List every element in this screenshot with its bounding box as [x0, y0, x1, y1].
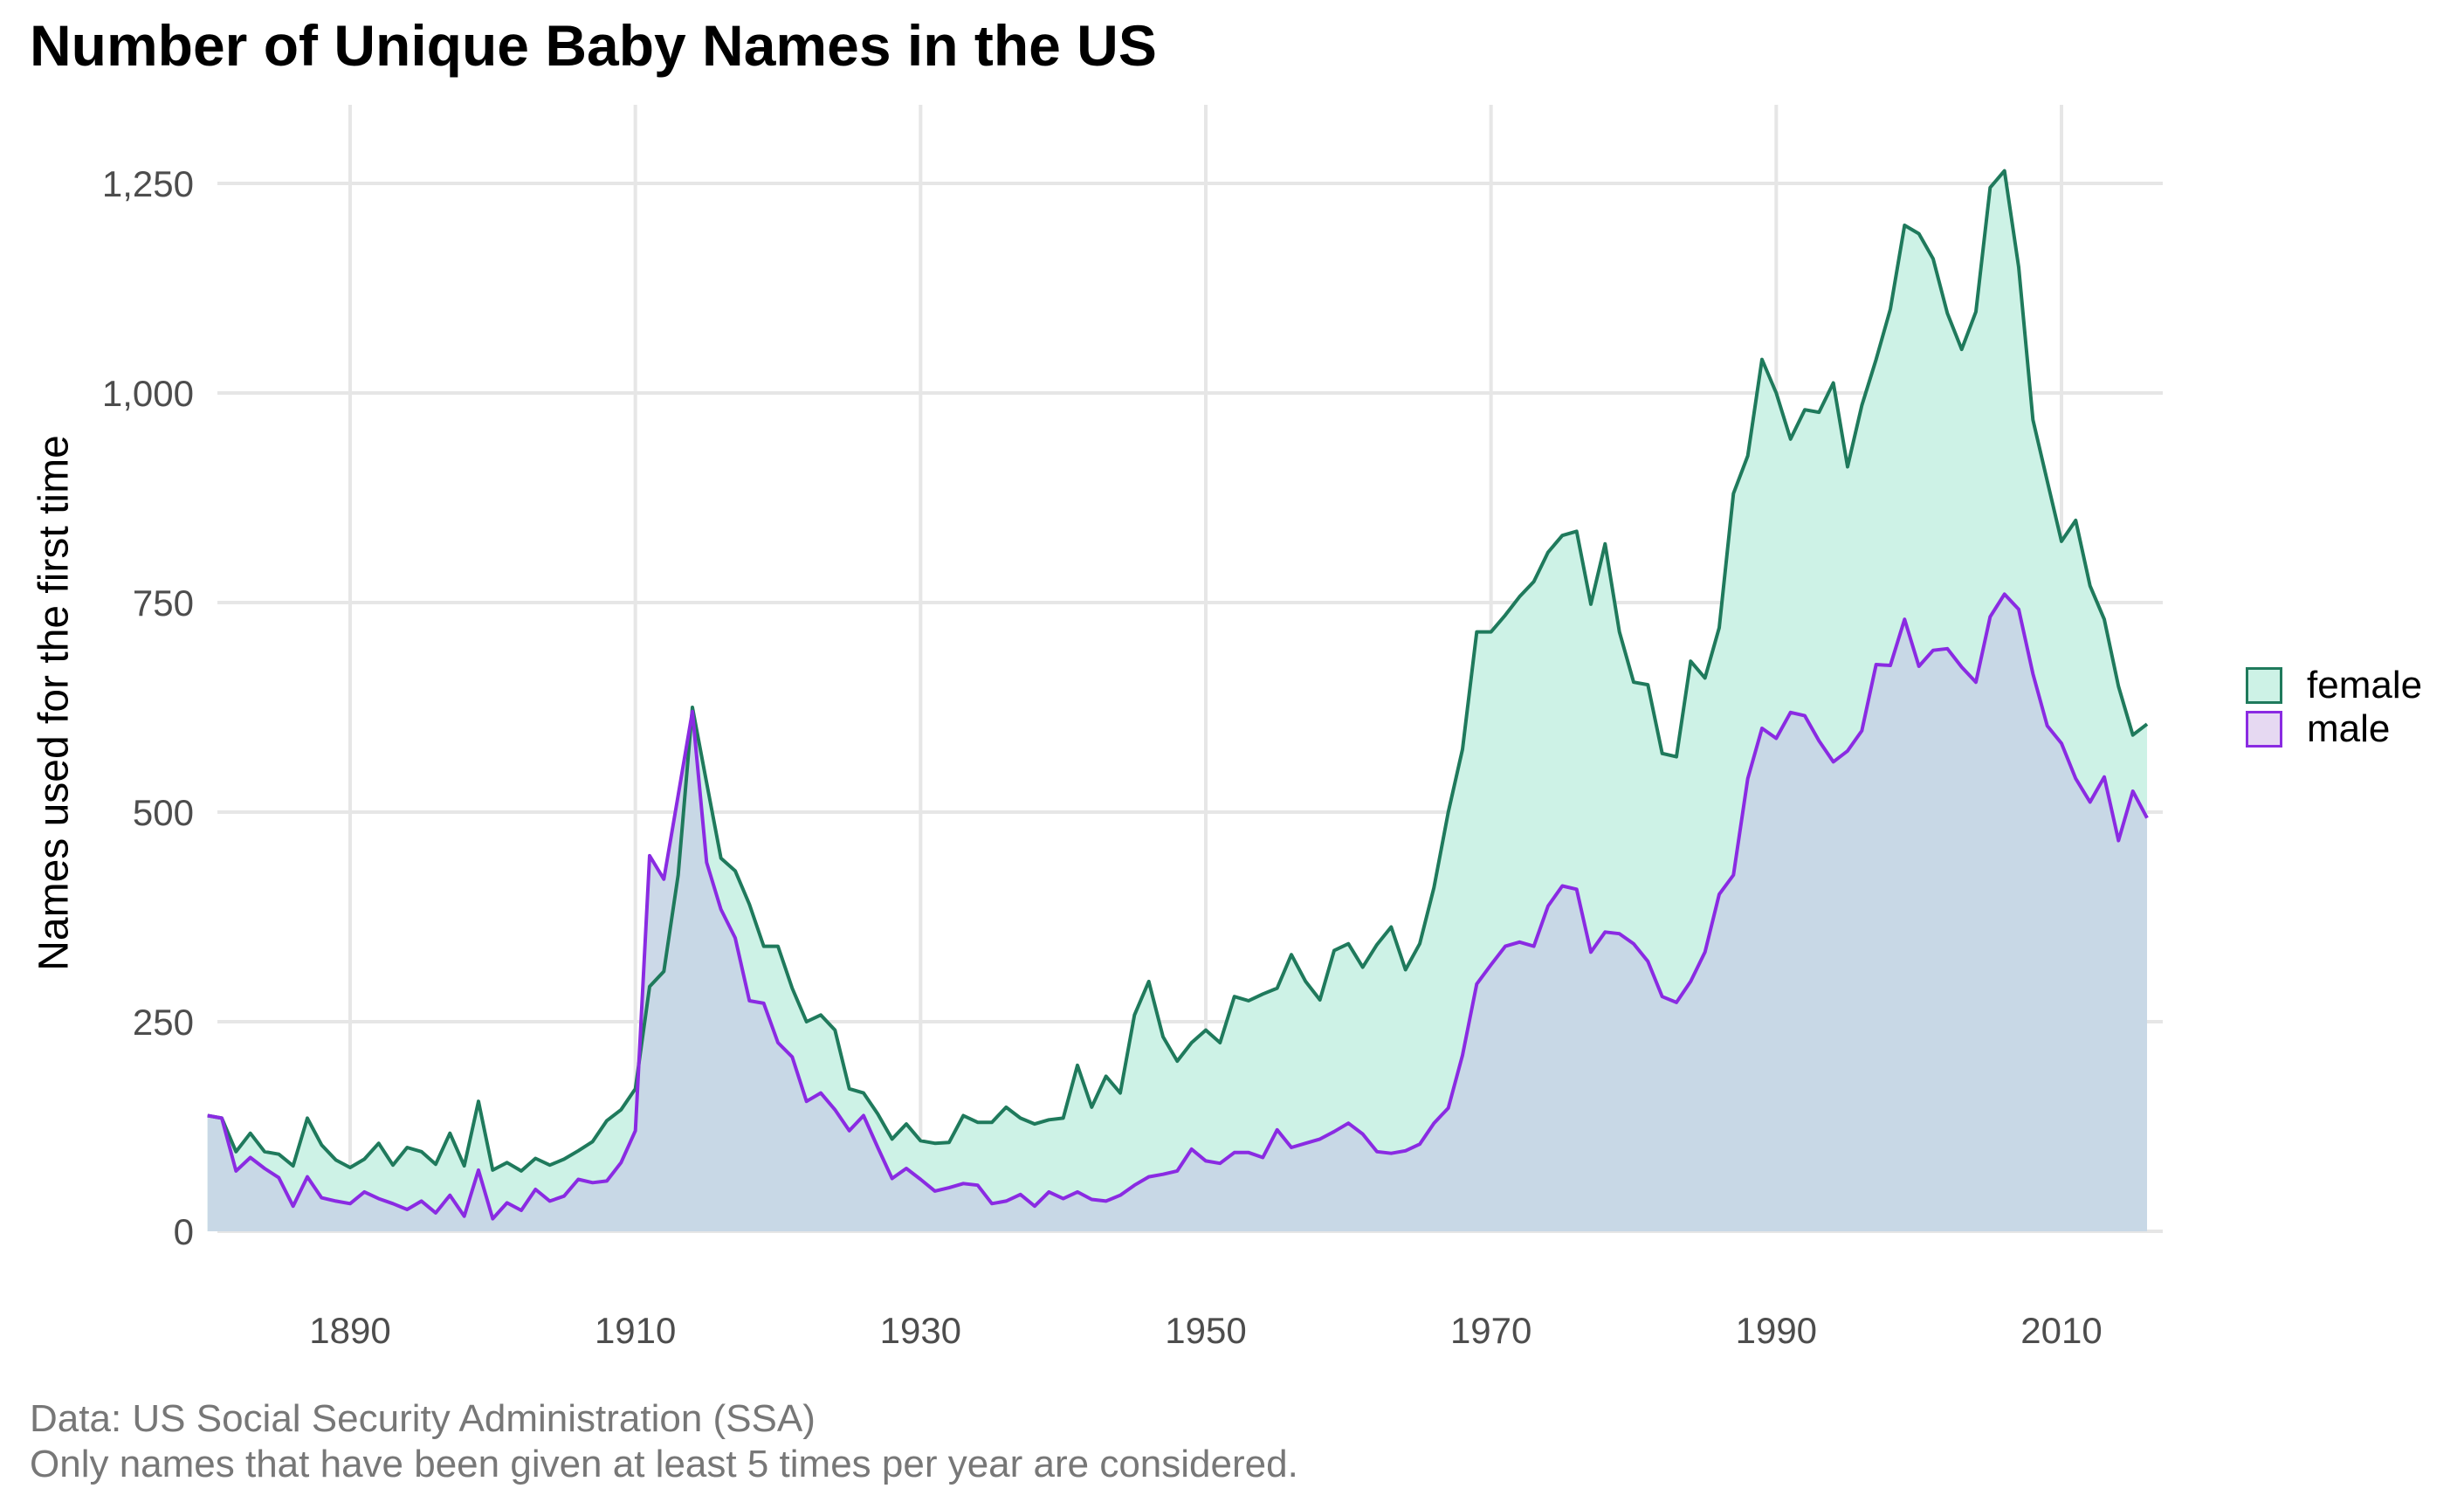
x-tick-label: 1970 — [1450, 1310, 1531, 1351]
y-tick-label: 1,250 — [102, 163, 194, 204]
legend-item-male: male — [2246, 707, 2422, 751]
x-tick-label: 1910 — [595, 1310, 676, 1351]
legend: female male — [2246, 664, 2422, 751]
y-tick-label: 250 — [133, 1002, 194, 1043]
x-axis-ticks: 1890 1910 1930 1950 1970 1990 2010 — [309, 1310, 2102, 1351]
legend-label-male: male — [2307, 707, 2391, 750]
series-areas — [207, 170, 2148, 1232]
x-tick-label: 1890 — [309, 1310, 390, 1351]
y-tick-label: 1,000 — [102, 373, 194, 414]
y-axis-label: Names used for the first time — [31, 435, 78, 971]
caption-source: Data: US Social Security Administration … — [30, 1397, 816, 1440]
y-axis-ticks: 0 250 500 750 1,000 1,250 — [102, 163, 194, 1252]
legend-key-male — [2246, 711, 2282, 748]
y-tick-label: 750 — [133, 582, 194, 624]
chart-title: Number of Unique Baby Names in the US — [30, 13, 1157, 78]
y-tick-label: 0 — [174, 1211, 194, 1252]
legend-item-female: female — [2246, 664, 2422, 707]
line-female — [207, 169, 2149, 1173]
series-lines — [207, 169, 2149, 1221]
x-tick-label: 1990 — [1736, 1310, 1817, 1351]
legend-label-female: female — [2307, 664, 2423, 706]
line-male — [207, 592, 2149, 1221]
x-tick-label: 1930 — [880, 1310, 961, 1351]
y-tick-label: 500 — [133, 792, 194, 833]
area-male — [207, 594, 2148, 1231]
caption-note: Only names that have been given at least… — [30, 1443, 1298, 1485]
x-tick-label: 2010 — [2020, 1310, 2102, 1351]
x-tick-label: 1950 — [1165, 1310, 1246, 1351]
legend-key-female — [2246, 667, 2282, 704]
